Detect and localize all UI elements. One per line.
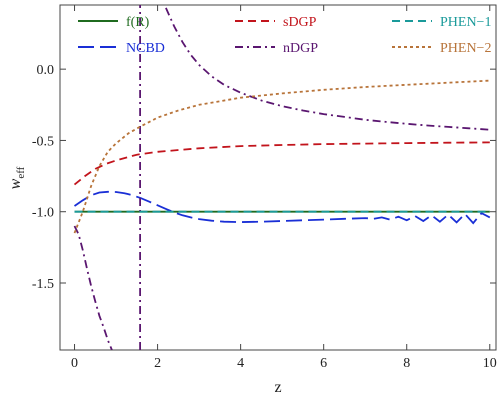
y-axis-label-sub: eff bbox=[15, 166, 27, 178]
x-tick-label: 0 bbox=[71, 356, 78, 371]
x-axis-label: z bbox=[274, 379, 281, 396]
legend-label: PHEN−2 bbox=[440, 41, 491, 56]
y-tick-label: -0.5 bbox=[32, 134, 54, 149]
series-line-phen-2 bbox=[73, 79, 490, 234]
series-line-ndgp-branch bbox=[73, 225, 113, 350]
y-tick-label: -1.0 bbox=[32, 206, 54, 221]
series-line-ncbd bbox=[73, 190, 491, 225]
x-tick-label: 8 bbox=[403, 356, 410, 371]
legend-label: nDGP bbox=[283, 41, 318, 56]
x-tick-label: 4 bbox=[237, 356, 244, 371]
legend: f(R) sDGP PHEN−1 NCBD nDGP PHEN−2 bbox=[78, 15, 491, 56]
x-tick-label: 10 bbox=[483, 356, 497, 371]
x-tick-label: 6 bbox=[320, 356, 327, 371]
legend-label: f(R) bbox=[126, 15, 150, 30]
series-line-sdgp bbox=[73, 141, 490, 186]
y-tick-label: 0.0 bbox=[37, 63, 55, 78]
legend-label: sDGP bbox=[283, 15, 317, 30]
x-tick-label: 2 bbox=[154, 356, 161, 371]
axis-ticks: 0 2 4 6 8 10 0.0 -0.5 -1.0 -1.5 bbox=[32, 5, 497, 371]
legend-label: NCBD bbox=[126, 41, 165, 56]
y-axis-label: weff bbox=[7, 166, 27, 189]
y-tick-label: -1.5 bbox=[32, 277, 54, 292]
legend-label: PHEN−1 bbox=[440, 15, 491, 30]
y-axis-label-main: w bbox=[7, 178, 24, 189]
plot-frame bbox=[59, 4, 497, 351]
series-line-ndgp bbox=[165, 7, 490, 131]
series-layer bbox=[73, 5, 491, 350]
